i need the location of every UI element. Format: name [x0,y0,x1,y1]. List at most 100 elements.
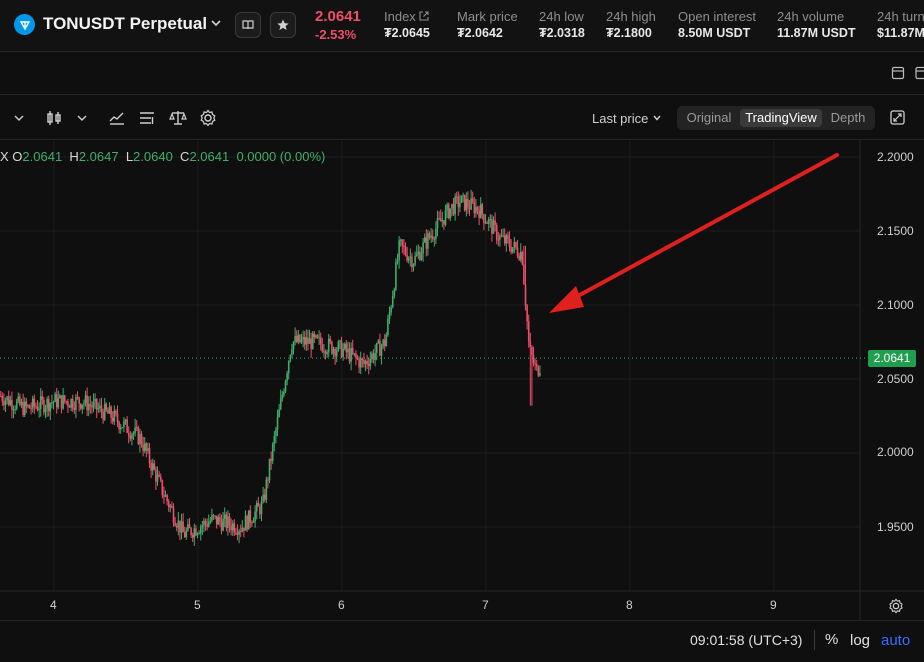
star-icon [277,19,289,30]
candle-body [318,337,320,339]
candle-body [331,341,333,354]
candle-body [49,403,52,412]
candle-body [347,348,349,353]
candle-body [303,336,306,345]
candle-body [6,396,8,401]
candle-body [159,476,162,481]
candle-body [254,511,256,522]
candle-body [484,222,487,224]
scale-settings-gear-icon[interactable] [888,598,904,619]
y-tick: 2.1500 [877,224,914,238]
favorite-button[interactable] [270,12,296,38]
chart-type-chevron-down-icon[interactable] [73,109,91,127]
low-24h-label: 24h low [539,9,584,24]
ton-coin-icon [14,14,35,35]
chevron-down-icon[interactable] [209,16,223,35]
candle-body [196,533,199,536]
auto-scale-button[interactable]: auto [881,632,911,649]
candle-body [227,516,229,528]
candle-body [313,333,316,338]
candle-body [182,521,184,533]
candle-body [214,515,216,517]
candle-body [444,210,447,225]
tab-depth[interactable]: Depth [830,110,866,125]
candle-body [427,233,429,249]
candle-body [420,253,423,260]
compare-scale-icon[interactable] [169,109,187,127]
indicators-icon[interactable] [108,109,126,127]
candle-body [531,347,533,356]
candle-body [462,194,464,196]
candle-body [460,195,463,203]
candle-body [529,341,532,348]
candle-body [171,505,173,508]
candle-body [281,395,284,399]
candle-body [255,503,258,512]
candle-body [126,419,128,433]
candle-body [343,343,346,349]
candle-body [409,256,412,258]
candle-body [108,406,111,414]
candle-body [265,479,268,500]
candle-body [335,350,338,357]
y-tick: 2.0500 [877,372,914,386]
candle-body [238,530,240,535]
fullscreen-icon[interactable] [890,110,905,130]
y-tick: 2.0000 [877,445,914,459]
last-price-dropdown[interactable]: Last price [592,111,662,126]
log-scale-button[interactable]: log [850,632,871,649]
list-icon[interactable] [138,109,156,127]
symbol-title[interactable]: TONUSDT Perpetual [43,14,208,33]
layout-icon[interactable] [891,66,905,85]
panel-icon[interactable] [915,66,924,85]
candle-body [188,524,191,529]
candle-body [207,522,210,527]
candle-body [503,235,506,244]
candle-body [115,410,117,414]
candle-body [452,203,455,215]
candle-body [294,335,296,342]
candle-body [479,204,482,218]
index-label[interactable]: Index [384,9,429,24]
candle-body [206,523,208,527]
candle-body [153,463,156,470]
candle-body [228,516,231,526]
clock[interactable]: 09:01:58 (UTC+3) [690,632,803,648]
candle-body [39,396,42,410]
candle-body [470,198,472,210]
candle-body [25,401,28,407]
book-button[interactable] [235,12,261,38]
candle-body [33,398,36,407]
candle-body [475,206,477,214]
last-price-tag: 2.0641 [868,350,916,367]
candle-body [132,433,135,435]
candle-body [526,305,528,322]
candle-body [377,340,380,344]
candle-body [73,408,76,410]
settings-gear-icon[interactable] [199,109,217,127]
candles-icon[interactable] [45,109,63,127]
candle-body [287,361,290,374]
candle-body [518,255,520,260]
candle-body [364,361,367,364]
candle-body [489,219,492,221]
candle-body [89,404,92,406]
candle-body [263,494,266,500]
candle-body [110,406,112,418]
candle-body [468,207,471,210]
tab-tradingview[interactable]: TradingView [740,109,822,127]
candle-body [251,522,253,524]
candle-body [508,238,511,248]
last-price: 2.0641 [315,8,361,25]
candle-body [345,343,348,353]
candle-body [446,204,448,211]
candle-body [134,427,136,434]
high-24h-label: 24h high [606,9,656,24]
price-chart[interactable] [0,140,924,620]
x-tick: 7 [482,598,489,612]
tab-original[interactable]: Original [686,110,732,125]
percent-scale-button[interactable]: % [825,631,839,648]
interval-chevron-down-icon[interactable] [10,109,28,127]
candle-body [195,528,197,536]
x-tick: 5 [194,598,201,612]
